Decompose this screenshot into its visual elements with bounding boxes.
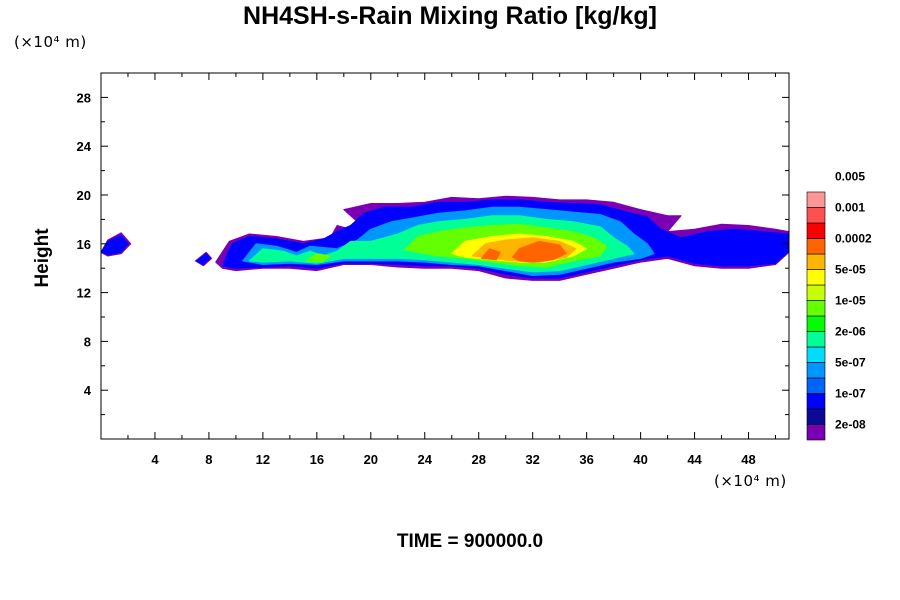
- data-field: [100, 195, 790, 281]
- colorbar-label: 2e-06: [835, 325, 866, 339]
- contour-region-4-1: [305, 253, 331, 263]
- x-axis-unit: (×10⁴ m): [714, 472, 787, 490]
- colorbar-swatch: [806, 393, 826, 410]
- contour-region-1-0: [100, 234, 129, 256]
- colorbar-swatch: [806, 331, 826, 348]
- contour-region-7-0: [480, 248, 501, 261]
- colorbar-label: 5e-05: [835, 263, 866, 277]
- y-tick-label: 8: [84, 334, 91, 349]
- y-tick-label: 24: [77, 139, 92, 154]
- y-tick-label: 20: [77, 188, 91, 203]
- y-axis-title: Height: [32, 228, 53, 288]
- colorbar-swatch: [806, 362, 826, 379]
- colorbar-label: 2e-08: [835, 418, 866, 432]
- x-tick-label: 8: [205, 452, 212, 467]
- x-tick-label: 28: [471, 452, 485, 467]
- colorbar-label: 1e-07: [835, 387, 866, 401]
- x-tick-label: 20: [364, 452, 378, 467]
- chart-title: NH4SH-s-Rain Mixing Ratio [kg/kg]: [243, 2, 657, 30]
- x-tick-label: 16: [310, 452, 324, 467]
- colorbar-label: 5e-07: [835, 356, 866, 370]
- x-tick-label: 32: [525, 452, 539, 467]
- x-tick-label: 24: [418, 452, 433, 467]
- colorbar-swatch: [806, 284, 826, 301]
- colorbar-swatch: [806, 346, 826, 363]
- x-tick-label: 36: [579, 452, 593, 467]
- colorbar-swatch: [806, 191, 826, 208]
- y-tick-label: 4: [84, 383, 92, 398]
- y-tick-label: 16: [77, 237, 91, 252]
- colorbar-label: 0.001: [835, 201, 865, 215]
- contour-region-7-1: [512, 240, 567, 263]
- x-tick-label: 12: [256, 452, 270, 467]
- colorbar-swatch: [806, 424, 826, 441]
- colorbar-label: 1e-05: [835, 294, 866, 308]
- time-label: TIME = 900000.0: [396, 531, 544, 552]
- colorbar-swatch: [806, 253, 826, 270]
- x-tick-label: 44: [687, 452, 702, 467]
- colorbar-swatch: [806, 222, 826, 239]
- y-axis-unit: (×10⁴ m): [14, 33, 87, 51]
- colorbar-label: 0.0002: [835, 232, 872, 246]
- colorbar-swatch: [806, 377, 826, 394]
- colorbar-swatch: [806, 207, 826, 224]
- x-tick-label: 48: [741, 452, 755, 467]
- x-tick-label: 4: [151, 452, 159, 467]
- colorbar-swatch: [806, 408, 826, 425]
- plot-frame: [100, 72, 790, 440]
- colorbar-swatch: [806, 300, 826, 317]
- contour-region-1-1: [196, 253, 211, 265]
- colorbar-swatch: [806, 269, 826, 286]
- x-tick-label: 40: [633, 452, 647, 467]
- colorbar-label: 0.005: [835, 170, 865, 184]
- y-tick-label: 28: [77, 90, 91, 105]
- colorbar: 2e-08 1e-07 5e-07 2e-06 1e-05 5e-05 0.0002 0.00…: [806, 170, 872, 441]
- colorbar-swatch: [806, 238, 826, 255]
- colorbar-swatch: [806, 315, 826, 332]
- y-tick-label: 12: [77, 286, 91, 301]
